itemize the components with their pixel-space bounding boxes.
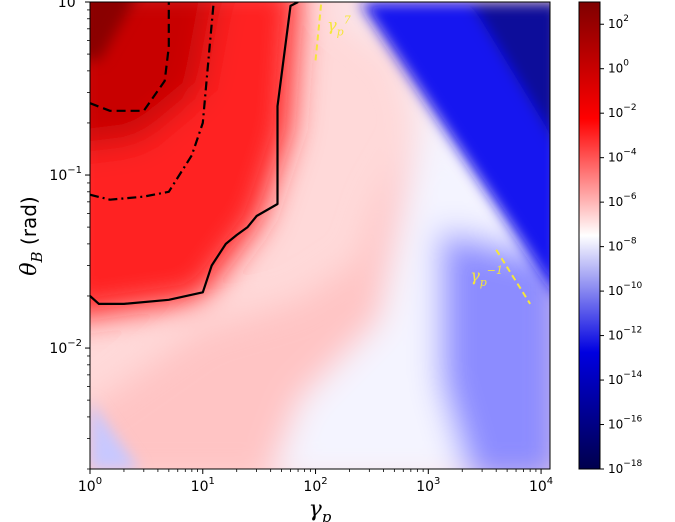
contour-dashdot <box>90 2 215 201</box>
x-tick-label: 103 <box>416 476 440 495</box>
colorbar-tick-label: 102 <box>608 14 629 31</box>
contour-solid <box>90 2 299 305</box>
y-tick-label: 10−1 <box>49 165 82 184</box>
x-tick-label: 100 <box>78 476 102 495</box>
heatmap-region-blue-mid <box>440 230 550 469</box>
y-axis-label: θB (rad) <box>17 196 46 275</box>
plot-area: γp7 γp−1 <box>90 2 550 469</box>
heatmap-region-navy <box>470 2 550 134</box>
plot-frame <box>89 1 551 470</box>
heatmap-regions <box>90 2 550 469</box>
y-tick-label: 100 <box>58 0 82 11</box>
slope-label: γp7 <box>327 13 351 38</box>
colorbar-tick-label: 10−16 <box>608 415 643 432</box>
x-tick-label: 102 <box>303 476 327 495</box>
y-tick-label: 10−2 <box>49 338 82 357</box>
x-tick-label: 104 <box>529 476 553 495</box>
colorbar-tick-label: 10−14 <box>608 370 643 387</box>
colorbar-tick-label: 10−4 <box>608 148 637 165</box>
colorbar-tick-label: 10−2 <box>608 103 637 120</box>
contour-lines <box>90 2 299 305</box>
slope-guide-line <box>495 249 531 305</box>
colorbar-tick-label: 10−6 <box>608 192 637 209</box>
y-axis: 100 10−1 10−2 <box>49 0 90 470</box>
x-axis-label: γp <box>309 497 332 522</box>
colorbar-frame <box>578 1 601 470</box>
colorbar-tick-label: 10−18 <box>608 459 643 476</box>
colorbar-fill <box>579 2 600 469</box>
x-tick-label: 101 <box>191 476 215 495</box>
heatmap-region-darkest <box>90 2 134 60</box>
colorbar-tick-label: 10−8 <box>608 237 637 254</box>
slope-annotations: γp7 γp−1 <box>314 4 531 305</box>
x-axis: 100 101 102 103 104 <box>78 469 553 495</box>
colorbar-ticks: 102 100 10−2 10−4 10−6 10−8 10−10 10−12 10−14 10−… <box>600 14 643 476</box>
slope-label: γp−1 <box>470 264 503 289</box>
colorbar-tick-label: 100 <box>608 59 629 76</box>
colorbar: 102 100 10−2 10−4 10−6 10−8 10−10 10−12 10−14 10−… <box>578 1 643 476</box>
heatmap-region-blue <box>360 2 550 286</box>
colorbar-tick-label: 10−12 <box>608 326 642 343</box>
contour-dashed <box>90 2 170 112</box>
heatmap-sharp-regions <box>90 2 550 469</box>
colorbar-tick-label: 10−10 <box>608 281 643 298</box>
heatmap-region-lightblue-corner <box>90 400 140 469</box>
